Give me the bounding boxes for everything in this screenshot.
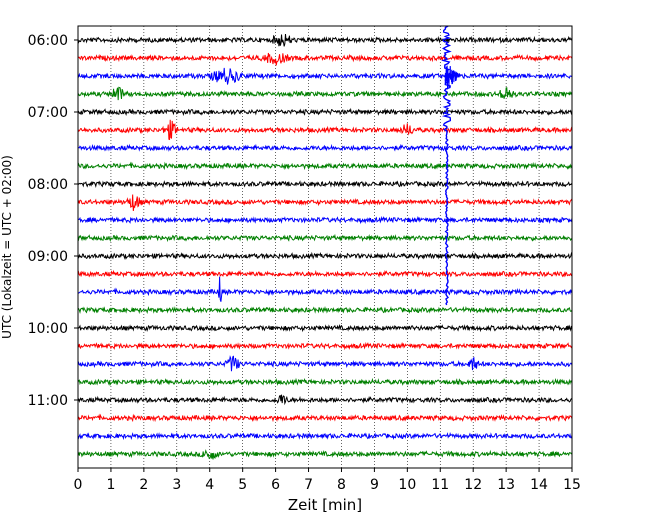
trace-row-22 (77, 431, 573, 441)
trace-row-1 (77, 52, 573, 66)
trace-row-21 (77, 413, 573, 423)
x-tick-label-15: 15 (563, 477, 581, 493)
y-tick-label-5: 11:00 (28, 393, 68, 409)
trace-row-20 (77, 394, 573, 406)
trace-row-12 (77, 251, 573, 260)
trace-row-7 (77, 161, 573, 171)
main-event-burst (444, 65, 461, 90)
x-tick-label-0: 0 (74, 477, 83, 493)
trace-row-18 (77, 355, 573, 372)
trace-row-3 (77, 86, 573, 101)
x-tick-label-6: 6 (271, 477, 280, 493)
trace-row-14 (77, 276, 573, 302)
trace-row-6 (77, 143, 573, 152)
trace-row-5 (77, 119, 573, 141)
trace-row-16 (77, 323, 573, 333)
trace-row-0 (77, 33, 573, 47)
main-event-traces (441, 25, 461, 306)
x-tick-label-5: 5 (238, 477, 247, 493)
x-tick-label-11: 11 (431, 477, 449, 493)
trace-row-10 (77, 215, 573, 225)
trace-row-17 (77, 341, 573, 351)
y-axis-ticks: 06:00 07:00 08:00 09:00 10:00 11:00 (28, 33, 78, 409)
trace-row-19 (77, 377, 573, 386)
trace-row-8 (77, 179, 573, 189)
y-tick-label-2: 08:00 (28, 177, 68, 193)
plot-frame (77, 25, 573, 469)
trace-row-23 (77, 449, 573, 460)
x-tick-label-13: 13 (497, 477, 515, 493)
x-tick-label-10: 10 (398, 477, 416, 493)
x-axis-label: Zeit [min] (288, 496, 362, 514)
trace-row-4 (77, 107, 573, 117)
x-tick-label-4: 4 (205, 477, 214, 493)
x-tick-label-12: 12 (464, 477, 482, 493)
x-tick-label-1: 1 (106, 477, 115, 493)
trace-row-2 (77, 67, 573, 85)
y-tick-label-0: 06:00 (28, 33, 68, 49)
y-tick-label-4: 10:00 (28, 321, 68, 337)
x-tick-label-3: 3 (172, 477, 181, 493)
trace-row-11 (77, 233, 573, 243)
trace-rows (77, 33, 573, 460)
x-tick-label-2: 2 (139, 477, 148, 493)
y-axis-label: UTC (Lokalzeit = UTC + 02:00) (0, 155, 14, 339)
x-tick-label-8: 8 (337, 477, 346, 493)
trace-row-15 (77, 305, 573, 315)
x-axis-ticks: 0 1 2 3 4 5 6 7 8 9 10 11 12 13 14 15 (74, 468, 581, 493)
y-tick-label-1: 07:00 (28, 105, 68, 121)
x-tick-label-14: 14 (530, 477, 548, 493)
trace-row-9 (77, 194, 573, 211)
x-tick-label-9: 9 (370, 477, 379, 493)
x-tick-label-7: 7 (304, 477, 313, 493)
y-tick-label-3: 09:00 (28, 249, 68, 265)
trace-row-13 (77, 269, 573, 278)
